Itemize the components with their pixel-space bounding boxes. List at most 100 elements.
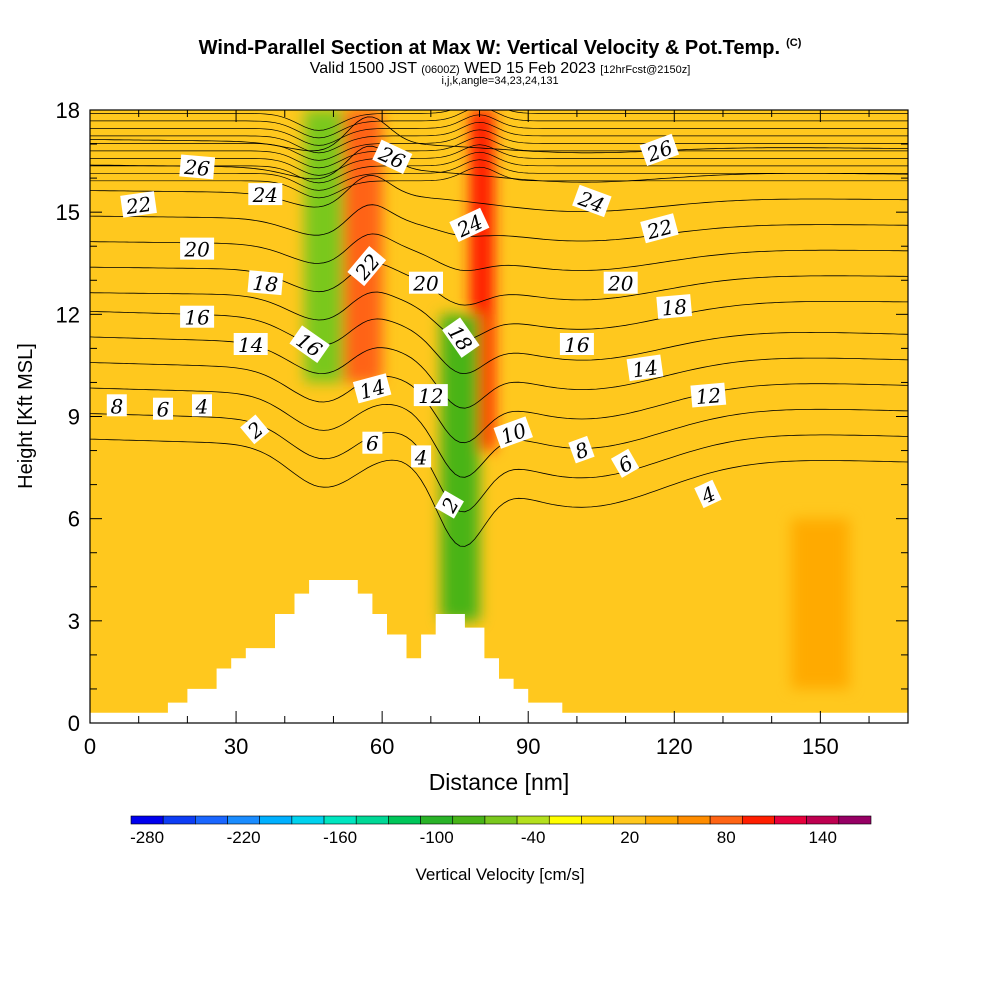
colorbar-swatch xyxy=(677,815,711,825)
theta-contour-18 xyxy=(90,233,908,271)
colorbar-swatch xyxy=(581,815,614,825)
theta-contour-8 xyxy=(90,362,908,444)
theta-label-bg xyxy=(106,394,127,417)
colorbar-swatch xyxy=(774,815,807,825)
colorbar-swatch xyxy=(227,815,260,825)
theta-label-text: 12 xyxy=(695,383,722,409)
theta-label-bg xyxy=(372,139,413,174)
colorbar-tick-label: 80 xyxy=(717,828,736,847)
theta-label: 20 xyxy=(180,237,215,262)
x-axis-label: Distance [nm] xyxy=(429,769,570,795)
theta-label: 26 xyxy=(639,133,680,167)
theta-label-bg xyxy=(362,431,383,454)
theta-label: 4 xyxy=(411,445,432,469)
colorbar-swatch xyxy=(548,815,582,825)
theta-label-bg xyxy=(240,414,270,445)
theta-label-bg xyxy=(442,317,480,358)
colorbar-swatch xyxy=(130,815,164,825)
theta-label: 14 xyxy=(233,333,268,357)
colorbar-swatch xyxy=(388,815,421,825)
theta-label: 4 xyxy=(694,479,722,509)
theta-label-bg xyxy=(413,384,448,407)
theta-label: 6 xyxy=(362,431,383,456)
theta-contour-12 xyxy=(90,311,908,375)
colorbar-tick-label: 20 xyxy=(620,828,639,847)
theta-label-bg xyxy=(603,271,638,294)
theta-contour-20 xyxy=(90,204,908,242)
theta-label-text: 6 xyxy=(157,398,170,422)
theta-label: 14 xyxy=(352,373,392,404)
subtitle-forecast: [12hrFcst@2150z] xyxy=(600,64,691,76)
colorbar-swatch xyxy=(645,815,679,825)
copyright-mark: (C) xyxy=(786,37,802,49)
subtitle-utc: (0600Z) xyxy=(421,64,460,76)
theta-label-bg xyxy=(411,445,432,468)
theta-contours xyxy=(90,110,908,547)
colorbar-tick-label: 140 xyxy=(809,828,837,847)
theta-contour-upper xyxy=(90,136,908,169)
colorbar-tick-label: -100 xyxy=(420,828,454,847)
theta-contour-upper xyxy=(90,159,908,191)
y-tick-label: 9 xyxy=(68,405,80,430)
colorbar-swatch xyxy=(806,815,840,825)
theta-label-bg xyxy=(248,183,283,206)
theta-label-bg xyxy=(568,435,595,464)
colorbar-tick-label: -280 xyxy=(130,828,164,847)
theta-label-text: 20 xyxy=(607,272,634,296)
colorbar-swatch xyxy=(838,815,872,825)
x-tick-label: 0 xyxy=(84,734,96,759)
subtitle-valid: Valid 1500 JST xyxy=(309,60,417,77)
theta-label-text: 14 xyxy=(238,333,263,357)
colorbar-swatch xyxy=(452,815,486,825)
theta-label-text: 4 xyxy=(414,445,428,469)
theta-label-text: 8 xyxy=(110,394,123,418)
theta-label-bg xyxy=(694,479,722,509)
colorbar-swatch xyxy=(484,815,518,825)
theta-label: 20 xyxy=(603,271,638,296)
y-tick-label: 6 xyxy=(68,507,80,532)
chart-title: Wind-Parallel Section at Max W: Vertical… xyxy=(0,37,1000,60)
colorbar-swatch xyxy=(742,815,775,825)
theta-contour-22 xyxy=(90,174,908,212)
theta-label: 6 xyxy=(610,448,640,478)
colorbar-swatch xyxy=(516,815,550,825)
theta-contour-upper xyxy=(90,114,908,146)
subtitle-date: WED 15 Feb 2023 xyxy=(464,60,596,77)
theta-label-bg xyxy=(352,373,392,404)
y-tick-label: 3 xyxy=(68,609,80,634)
theta-label: 6 xyxy=(153,397,173,422)
theta-label: 22 xyxy=(640,213,679,244)
theta-label-text: 26 xyxy=(182,155,211,181)
theta-label: 8 xyxy=(568,435,595,464)
terrain xyxy=(90,580,908,723)
theta-label-text: 6 xyxy=(366,432,379,456)
theta-label-bg xyxy=(639,133,680,167)
chart-meta: i,j,k,angle=34,23,24,131 xyxy=(441,75,559,87)
theta-label-bg xyxy=(449,207,490,243)
theta-label-bg xyxy=(409,271,443,294)
theta-contour-16 xyxy=(90,262,908,306)
theta-label: 4 xyxy=(192,394,212,418)
colorbar-tick-label: -40 xyxy=(521,828,546,847)
theta-contour-26 xyxy=(90,116,908,154)
colorbar: -280 -220 -160 -100 -40 20 80 140 xyxy=(130,815,872,847)
colorbar-swatch xyxy=(420,815,454,825)
colorbar-swatch xyxy=(613,815,647,825)
theta-label: 14 xyxy=(626,354,664,382)
theta-label-bg xyxy=(690,382,727,408)
theta-label: 16 xyxy=(559,333,594,357)
theta-label-bg xyxy=(572,184,612,218)
theta-label: 8 xyxy=(106,394,127,418)
theta-label-bg xyxy=(656,294,693,319)
theta-label: 18 xyxy=(656,294,693,321)
theta-label-bg xyxy=(289,325,330,363)
colorbar-swatch xyxy=(355,815,389,825)
theta-label-text: 18 xyxy=(252,271,279,297)
colorbar-label: Vertical Velocity [cm/s] xyxy=(415,865,584,884)
y-tick-label: 12 xyxy=(56,302,80,327)
axes: 0 30 60 90 120 150 0 3 6 9 12 15 18 xyxy=(56,98,908,759)
x-tick-label: 90 xyxy=(516,734,540,759)
x-tick-label: 60 xyxy=(370,734,394,759)
